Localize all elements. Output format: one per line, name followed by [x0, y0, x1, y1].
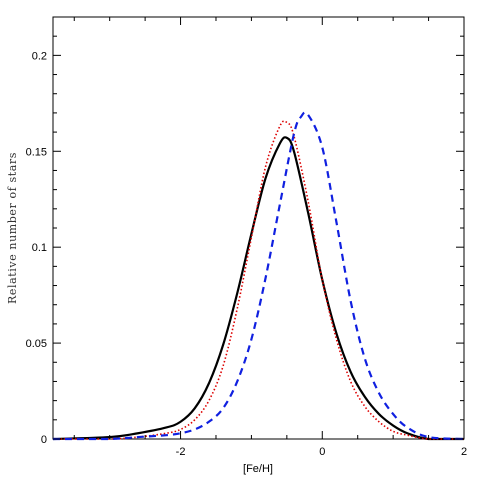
y-tick-label: 0.05	[26, 338, 47, 350]
y-tick-label: 0.2	[32, 50, 47, 62]
y-axis-ticks: 0 0.05 0.1 0.15 0.2	[26, 16, 464, 446]
y-tick-label: 0	[41, 434, 47, 446]
y-axis-label: Relative number of stars	[6, 152, 19, 304]
x-tick-label: 2	[461, 446, 467, 458]
series-line-dashed	[53, 111, 465, 441]
data-curves	[52, 111, 465, 441]
plot-frame	[52, 16, 465, 440]
x-axis-label: [Fe/H]	[243, 463, 273, 475]
x-tick-label: -2	[176, 446, 186, 458]
x-axis-ticks: -2 0 2	[73, 17, 467, 458]
y-tick-label: 0.15	[26, 146, 47, 158]
series-line-solid	[52, 136, 464, 441]
y-tick-label: 0.1	[32, 242, 47, 254]
series-line-dotted	[53, 120, 464, 440]
x-tick-label: 0	[319, 446, 325, 458]
